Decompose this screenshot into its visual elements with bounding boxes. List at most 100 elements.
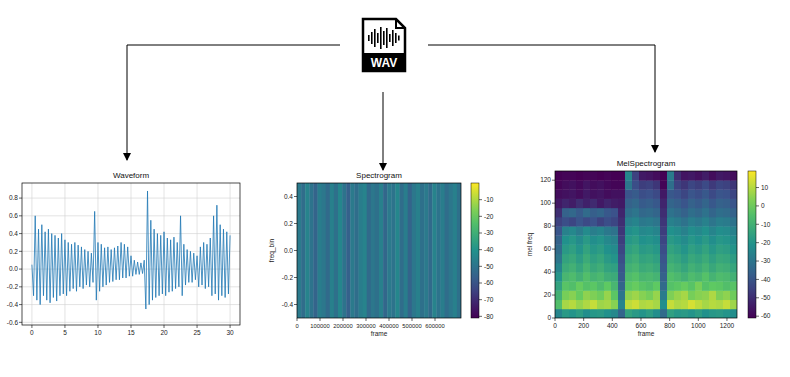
- heat-cell: [660, 300, 667, 310]
- heat-cell: [723, 272, 730, 282]
- heat-cell: [667, 245, 674, 255]
- colorbar-tick-label: -80: [484, 313, 494, 320]
- heat-cell: [576, 208, 583, 218]
- heat-cell: [611, 281, 618, 291]
- heat-cell: [695, 290, 702, 300]
- grid-line: [22, 286, 240, 287]
- chart-title: Spectrogram: [356, 171, 402, 180]
- heat-cell: [688, 300, 695, 310]
- heat-cell: [432, 183, 437, 318]
- heat-cell: [688, 180, 695, 190]
- heat-cell: [723, 217, 730, 227]
- heat-cell: [681, 208, 688, 218]
- heat-cell: [667, 263, 674, 273]
- chart-title: Waveform: [113, 171, 149, 180]
- heat-cell: [611, 189, 618, 199]
- heat-cell: [709, 189, 716, 199]
- y-tick-label: -0.4: [7, 301, 19, 308]
- heat-cell: [646, 300, 653, 310]
- heat-cell: [555, 300, 562, 310]
- heat-cell: [716, 180, 723, 190]
- heat-cell: [309, 183, 314, 318]
- heat-cell: [660, 199, 667, 209]
- heat-cell: [604, 226, 611, 236]
- heat-cell: [674, 208, 681, 218]
- heat-cell: [674, 226, 681, 236]
- heat-cell: [646, 171, 653, 181]
- arrow: [127, 45, 340, 160]
- heat-cell: [576, 290, 583, 300]
- heat-cell: [604, 263, 611, 273]
- heat-cell: [562, 171, 569, 181]
- heat-cell: [597, 199, 604, 209]
- icon-bar: [392, 30, 394, 46]
- heat-cell: [653, 208, 660, 218]
- x-tick: [64, 325, 65, 328]
- heat-cell: [597, 217, 604, 227]
- icon-bar: [371, 32, 373, 44]
- colorbar-tick: [756, 224, 759, 225]
- heat-cell: [611, 254, 618, 264]
- icon-halo: [349, 11, 417, 79]
- heat-cell: [359, 183, 364, 318]
- heat-cell: [569, 226, 576, 236]
- heat-cell: [597, 290, 604, 300]
- y-tick: [19, 198, 22, 199]
- heat-cell: [632, 254, 639, 264]
- heat-cell: [695, 300, 702, 310]
- heat-cell: [583, 300, 590, 310]
- colorbar-tick-label: -10: [484, 196, 494, 203]
- heat-cell: [576, 309, 583, 318]
- heat-cell: [660, 189, 667, 199]
- heat-cell: [597, 189, 604, 199]
- x-tick-label: 800: [664, 322, 675, 329]
- heat-cell: [562, 208, 569, 218]
- y-tick-label: 0.0: [9, 265, 18, 272]
- x-tick-label: 0: [30, 329, 34, 336]
- icon-fold: [396, 19, 405, 28]
- y-tick-label: 0.2: [9, 248, 18, 255]
- heat-cell: [597, 300, 604, 310]
- heat-cell: [604, 245, 611, 255]
- heat-cell: [618, 199, 625, 209]
- heat-cell: [562, 254, 569, 264]
- colorbar-tick: [479, 216, 482, 217]
- heat-cell: [569, 180, 576, 190]
- heat-cell: [625, 263, 632, 273]
- x-tick-label: 1200: [720, 322, 735, 329]
- heat-cell: [632, 226, 639, 236]
- heat-cell: [730, 180, 737, 190]
- heat-cell: [583, 199, 590, 209]
- x-tick: [640, 318, 641, 321]
- y-tick-label: 0.6: [9, 212, 18, 219]
- heat-cell: [618, 309, 625, 318]
- icon-bar: [389, 34, 391, 42]
- colorbar-tick-label: -50: [761, 294, 771, 301]
- heat-cell: [583, 217, 590, 227]
- heat-cell: [625, 245, 632, 255]
- heat-cell: [604, 235, 611, 245]
- heat-cell: [688, 272, 695, 282]
- heat-cell: [730, 226, 737, 236]
- y-tick: [294, 196, 297, 197]
- plot-bg: [297, 183, 461, 318]
- heat-cell: [681, 300, 688, 310]
- heat-cell: [576, 245, 583, 255]
- heat-cell: [583, 309, 590, 318]
- x-tick-label: 30: [226, 329, 234, 336]
- plot-bg: [555, 171, 737, 318]
- heat-cell: [681, 309, 688, 318]
- heat-cell: [653, 290, 660, 300]
- heat-cell: [639, 245, 646, 255]
- x-tick-label: 25: [193, 329, 201, 336]
- heat-cell: [653, 245, 660, 255]
- colorbar-tick: [479, 199, 482, 200]
- heat-cell: [653, 180, 660, 190]
- heat-cell: [583, 180, 590, 190]
- heat-cell: [639, 235, 646, 245]
- heat-cell: [730, 263, 737, 273]
- heat-cell: [695, 245, 702, 255]
- heat-cell: [625, 171, 632, 181]
- heat-cell: [716, 171, 723, 181]
- y-tick-label: 120: [540, 176, 551, 183]
